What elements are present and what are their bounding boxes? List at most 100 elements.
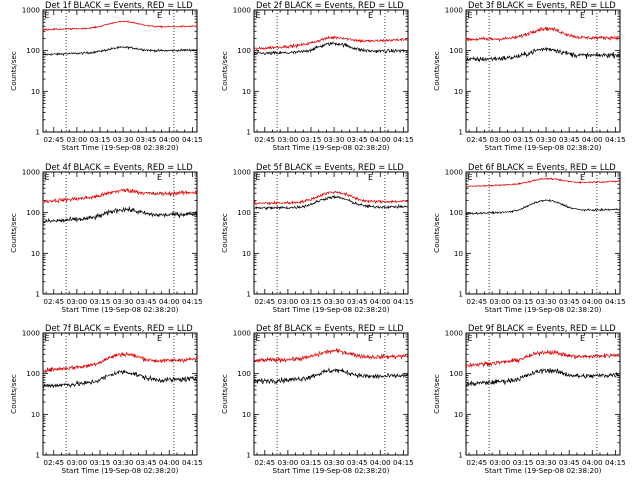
y-tick-label: 1 (246, 451, 251, 460)
panel-6: Det 6f BLACK = Events, RED = LLD 1 10 100 10… (432, 162, 626, 314)
x-tick-label: 02:45 (43, 458, 64, 467)
y-tick-label: 1000 (233, 168, 252, 177)
plot-frame (465, 171, 621, 295)
event-marker: E (468, 11, 473, 20)
x-tick-label: 03:30 (113, 297, 134, 306)
x-tick-label: 03:45 (347, 297, 368, 306)
y-tick-label: 100 (26, 208, 40, 217)
series-lld-line (465, 349, 621, 369)
y-tick-label: 1 (35, 451, 40, 460)
series-events-line (42, 206, 198, 224)
x-axis-label: Start Time (19-Sep-08 02:38:20) (485, 466, 602, 475)
x-tick-label: 03:30 (536, 135, 557, 144)
y-tick-label: 1 (458, 290, 463, 299)
x-tick-label: 03:30 (536, 458, 557, 467)
x-tick-label: 03:15 (90, 297, 111, 306)
y-tick-label: 10 (242, 249, 252, 258)
series-events-line (42, 369, 198, 389)
y-tick-label: 1 (246, 290, 251, 299)
x-tick-label: 03:00 (278, 458, 299, 467)
x-tick-label: 04:00 (159, 458, 180, 467)
series-events-line (253, 194, 409, 211)
x-tick-label: 03:45 (347, 458, 368, 467)
x-tick-label: 04:15 (605, 297, 626, 306)
x-tick-label: 02:45 (43, 297, 64, 306)
y-tick-label: 10 (31, 410, 41, 419)
plot-frame (42, 9, 198, 133)
event-marker: E (580, 11, 585, 20)
x-axis-label: Start Time (19-Sep-08 02:38:20) (62, 305, 179, 314)
panel-title: Det 4f BLACK = Events, RED = LLD (45, 162, 193, 172)
y-tick-label: 100 (449, 369, 463, 378)
y-axis-label: Counts/sec (220, 374, 229, 414)
plot-frame (465, 332, 621, 456)
x-tick-label: 03:15 (301, 458, 322, 467)
x-tick-label: 04:15 (393, 297, 414, 306)
y-tick-label: 10 (242, 410, 252, 419)
y-tick-label: 10 (242, 87, 252, 96)
y-axis-label: Counts/sec (9, 51, 18, 91)
x-tick-label: 02:45 (466, 458, 487, 467)
x-tick-label: 04:00 (159, 135, 180, 144)
panel-title: Det 9f BLACK = Events, RED = LLD (468, 323, 616, 333)
x-axis-label: Start Time (19-Sep-08 02:38:20) (273, 305, 390, 314)
x-tick-label: 03:45 (559, 297, 580, 306)
x-tick-label: 03:15 (301, 297, 322, 306)
x-tick-label: 04:00 (370, 297, 391, 306)
event-marker: E (368, 11, 373, 20)
y-tick-label: 10 (454, 249, 464, 258)
panel-8: Det 8f BLACK = Events, RED = LLD 1 10 100 10… (220, 323, 414, 475)
x-tick-label: 02:45 (466, 135, 487, 144)
x-tick-label: 04:15 (393, 135, 414, 144)
y-tick-label: 10 (31, 87, 41, 96)
x-tick-label: 04:00 (159, 297, 180, 306)
panel-title: Det 8f BLACK = Events, RED = LLD (256, 323, 404, 333)
panel-title: Det 5f BLACK = Events, RED = LLD (256, 162, 404, 172)
x-tick-label: 04:15 (182, 135, 203, 144)
event-marker: E (45, 334, 50, 343)
series-lld-line (42, 20, 198, 31)
y-tick-label: 1000 (233, 6, 252, 15)
y-tick-label: 100 (237, 208, 251, 217)
panel-2: Det 2f BLACK = Events, RED = LLD 1 10 100 10… (220, 0, 414, 152)
y-tick-label: 1000 (445, 329, 464, 338)
event-marker: E (580, 334, 585, 343)
x-tick-label: 03:45 (136, 135, 157, 144)
y-tick-label: 1000 (22, 168, 41, 177)
panel-5: Det 5f BLACK = Events, RED = LLD 1 10 100 10… (220, 162, 414, 314)
x-tick-label: 03:45 (347, 135, 368, 144)
x-tick-label: 03:15 (513, 458, 534, 467)
x-axis-label: Start Time (19-Sep-08 02:38:20) (485, 143, 602, 152)
y-tick-label: 100 (449, 46, 463, 55)
event-marker: E (157, 11, 162, 20)
event-marker: E (368, 334, 373, 343)
x-tick-label: 03:30 (113, 135, 134, 144)
y-tick-label: 1 (458, 451, 463, 460)
event-marker: E (468, 173, 473, 182)
y-tick-label: 100 (237, 46, 251, 55)
y-axis-label: Counts/sec (220, 51, 229, 91)
x-tick-label: 03:30 (324, 135, 345, 144)
plot-frame (42, 332, 198, 456)
y-tick-label: 1000 (22, 6, 41, 15)
x-tick-label: 03:15 (301, 135, 322, 144)
y-axis-label: Counts/sec (432, 51, 441, 91)
panel-9: Det 9f BLACK = Events, RED = LLD 1 10 100 10… (432, 323, 626, 475)
y-tick-label: 100 (237, 369, 251, 378)
panel-4: Det 4f BLACK = Events, RED = LLD 1 10 100 10… (9, 162, 203, 314)
x-tick-label: 03:45 (559, 135, 580, 144)
x-tick-label: 04:15 (182, 297, 203, 306)
series-events-line (253, 367, 409, 385)
y-tick-label: 10 (454, 410, 464, 419)
series-lld-line (253, 35, 409, 51)
x-tick-label: 04:00 (370, 458, 391, 467)
series-lld-line (253, 190, 409, 206)
event-marker: E (45, 11, 50, 20)
y-axis-label: Counts/sec (220, 213, 229, 253)
x-axis-label: Start Time (19-Sep-08 02:38:20) (273, 466, 390, 475)
x-tick-label: 04:15 (605, 458, 626, 467)
panel-title: Det 6f BLACK = Events, RED = LLD (468, 162, 616, 172)
x-tick-label: 02:45 (43, 135, 64, 144)
y-tick-label: 1 (458, 128, 463, 137)
y-tick-label: 1000 (22, 329, 41, 338)
